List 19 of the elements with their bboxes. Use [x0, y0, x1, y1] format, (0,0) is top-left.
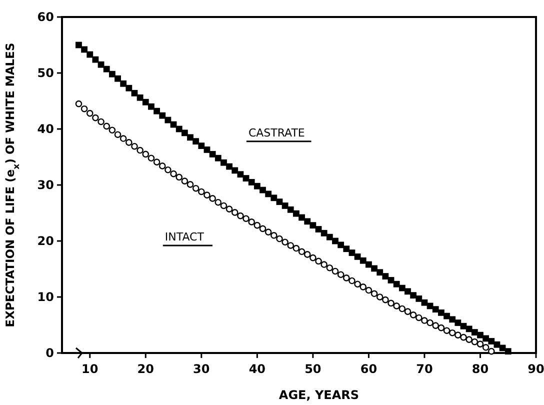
x-tick-label: 70: [416, 362, 433, 376]
x-tick-label: 40: [248, 362, 266, 376]
y-tick-label: 0: [46, 346, 54, 360]
y-tick-label: 30: [37, 178, 54, 192]
x-tick-label: 60: [360, 362, 378, 376]
x-tick-label: 80: [472, 362, 489, 376]
x-tick-label: 90: [528, 362, 544, 376]
y-tick-label: 50: [37, 66, 54, 80]
x-tick-label: 20: [137, 362, 154, 376]
y-tick-label: 20: [37, 234, 54, 248]
y-tick-label: 60: [37, 10, 54, 24]
x-axis-title: AGE, YEARS: [278, 388, 360, 402]
text: INTACT: [164, 230, 204, 244]
y-tick-label: 40: [37, 122, 54, 136]
x-tick-label: 50: [304, 362, 322, 376]
x-tick-label: 30: [193, 362, 210, 376]
x-tick-label: 10: [82, 362, 98, 376]
y-tick-label: 10: [37, 290, 54, 304]
text: CASTRATE: [248, 126, 305, 140]
